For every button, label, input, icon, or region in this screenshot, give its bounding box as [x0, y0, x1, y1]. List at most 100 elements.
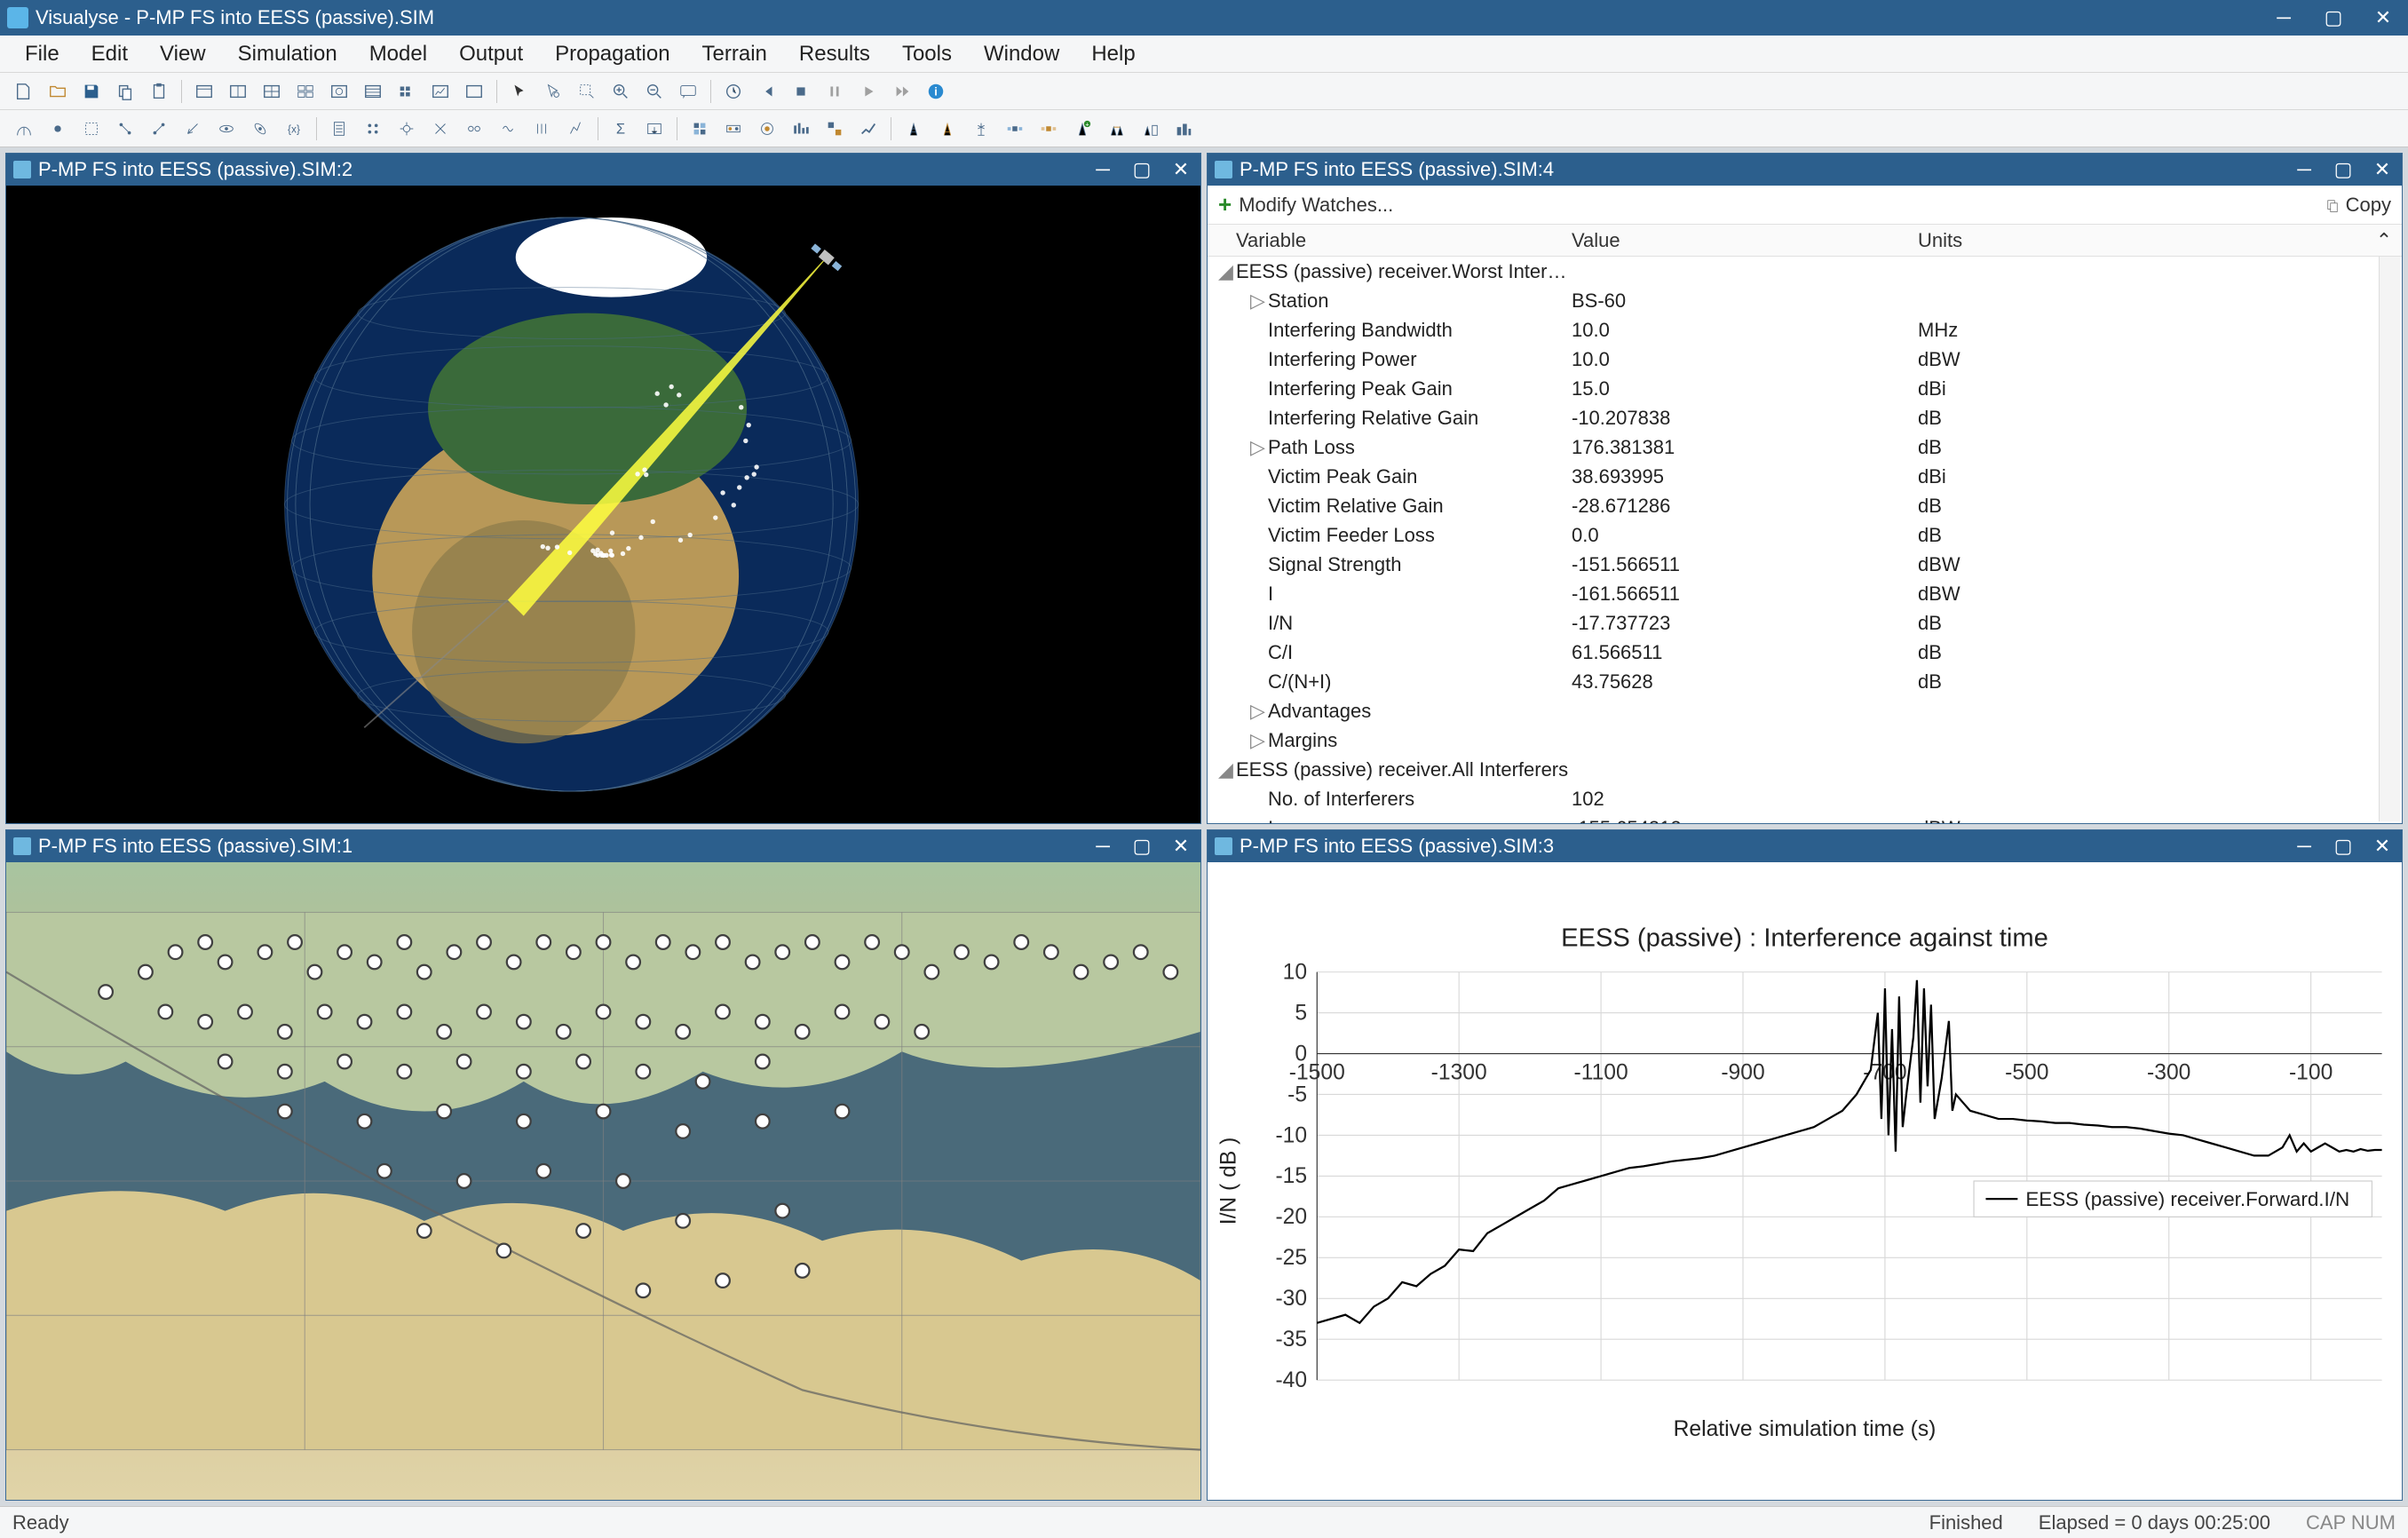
station-link2-button[interactable]: [1135, 114, 1165, 144]
orbit1-button[interactable]: [211, 114, 242, 144]
save-button[interactable]: [76, 76, 107, 107]
menu-simulation[interactable]: Simulation: [224, 38, 352, 70]
copy-button[interactable]: [110, 76, 140, 107]
close-button[interactable]: ✕: [2358, 0, 2408, 36]
skip-back-button[interactable]: [752, 76, 782, 107]
watch-data-row[interactable]: C/(N+I)43.75628dB: [1208, 667, 2402, 696]
clock-button[interactable]: [718, 76, 749, 107]
watch-data-row[interactable]: Victim Relative Gain-28.671286dB: [1208, 491, 2402, 520]
play-button[interactable]: [853, 76, 883, 107]
watch-data-row[interactable]: I-155.654312dBW: [1208, 813, 2402, 823]
watch-minimize-button[interactable]: ─: [2285, 154, 2324, 186]
minimize-button[interactable]: ─: [2259, 0, 2309, 36]
col-value-header[interactable]: Value: [1572, 229, 1918, 252]
grp-c-button[interactable]: [752, 114, 782, 144]
collapse-all-button[interactable]: ⌃: [2366, 229, 2402, 252]
tower3-button[interactable]: [966, 114, 996, 144]
copy-watches-button[interactable]: Copy: [2325, 194, 2391, 217]
menu-results[interactable]: Results: [785, 38, 884, 70]
map-maximize-button[interactable]: ▢: [1122, 830, 1161, 862]
map-view[interactable]: [6, 862, 1200, 1500]
beam-button[interactable]: [178, 114, 208, 144]
watch-data-row[interactable]: Interfering Power10.0dBW: [1208, 345, 2402, 374]
bullet-button[interactable]: [43, 114, 73, 144]
globe-minimize-button[interactable]: ─: [1083, 154, 1122, 186]
antenna-button[interactable]: [9, 114, 39, 144]
watch-data-row[interactable]: ▷Advantages: [1208, 696, 2402, 725]
menu-model[interactable]: Model: [355, 38, 441, 70]
view9-button[interactable]: [459, 76, 489, 107]
export-button[interactable]: [639, 114, 669, 144]
new-file-button[interactable]: [9, 76, 39, 107]
menu-window[interactable]: Window: [970, 38, 1073, 70]
watch-maximize-button[interactable]: ▢: [2324, 154, 2363, 186]
process3-button[interactable]: [392, 114, 422, 144]
watch-data-row[interactable]: Victim Feeder Loss0.0dB: [1208, 520, 2402, 550]
tower1-button[interactable]: [899, 114, 929, 144]
paste-button[interactable]: [144, 76, 174, 107]
map-close-button[interactable]: ✕: [1161, 830, 1200, 862]
menu-edit[interactable]: Edit: [77, 38, 142, 70]
chart-maximize-button[interactable]: ▢: [2324, 830, 2363, 862]
box-button[interactable]: [76, 114, 107, 144]
view1-button[interactable]: [189, 76, 219, 107]
variable-button[interactable]: {x}: [279, 114, 309, 144]
link1-button[interactable]: [110, 114, 140, 144]
view2-button[interactable]: [223, 76, 253, 107]
modify-watches-button[interactable]: Modify Watches...: [1239, 194, 2324, 217]
globe-close-button[interactable]: ✕: [1161, 154, 1200, 186]
chart-close-button[interactable]: ✕: [2363, 830, 2402, 862]
grp-a-button[interactable]: [685, 114, 715, 144]
menu-terrain[interactable]: Terrain: [688, 38, 781, 70]
view5-button[interactable]: [324, 76, 354, 107]
watch-data-row[interactable]: I/N-17.737723dB: [1208, 608, 2402, 638]
menu-help[interactable]: Help: [1077, 38, 1149, 70]
menu-tools[interactable]: Tools: [888, 38, 966, 70]
globe-maximize-button[interactable]: ▢: [1122, 154, 1161, 186]
process6-button[interactable]: [493, 114, 523, 144]
process8-button[interactable]: [560, 114, 590, 144]
watch-close-button[interactable]: ✕: [2363, 154, 2402, 186]
add-watch-icon[interactable]: +: [1218, 191, 1232, 218]
orbit2-button[interactable]: [245, 114, 275, 144]
grp-d-button[interactable]: [786, 114, 816, 144]
view8-button[interactable]: [425, 76, 455, 107]
watch-data-row[interactable]: C/I61.566511dB: [1208, 638, 2402, 667]
view7-button[interactable]: [392, 76, 422, 107]
watch-data-row[interactable]: Signal Strength-151.566511dBW: [1208, 550, 2402, 579]
col-units-header[interactable]: Units: [1918, 229, 2366, 252]
watch-data-row[interactable]: Victim Peak Gain38.693995dBi: [1208, 462, 2402, 491]
watch-data-row[interactable]: Interfering Peak Gain15.0dBi: [1208, 374, 2402, 403]
globe-view[interactable]: [6, 186, 1200, 823]
view4-button[interactable]: [290, 76, 321, 107]
watch-data-row[interactable]: I-161.566511dBW: [1208, 579, 2402, 608]
pause-button[interactable]: [820, 76, 850, 107]
tower2-button[interactable]: [932, 114, 962, 144]
info-button[interactable]: i: [921, 76, 951, 107]
menu-propagation[interactable]: Propagation: [541, 38, 684, 70]
open-file-button[interactable]: [43, 76, 73, 107]
watch-scrollbar[interactable]: [2379, 257, 2400, 821]
view6-button[interactable]: [358, 76, 388, 107]
link2-button[interactable]: [144, 114, 174, 144]
menu-file[interactable]: File: [11, 38, 74, 70]
process2-button[interactable]: [358, 114, 388, 144]
satellite1-button[interactable]: [1000, 114, 1030, 144]
stop-button[interactable]: [786, 76, 816, 107]
pointer-button[interactable]: [504, 76, 535, 107]
zoom-in-button[interactable]: [606, 76, 636, 107]
view3-button[interactable]: [257, 76, 287, 107]
process1-button[interactable]: [324, 114, 354, 144]
process7-button[interactable]: [527, 114, 557, 144]
chat-button[interactable]: [673, 76, 703, 107]
watch-group-row[interactable]: ◢EESS (passive) receiver.All Interferers: [1208, 755, 2402, 784]
zoom-box-button[interactable]: [572, 76, 602, 107]
watch-group-row[interactable]: ◢EESS (passive) receiver.Worst Interfe..…: [1208, 257, 2402, 286]
sigma-button[interactable]: Σ: [606, 114, 636, 144]
watch-data-row[interactable]: No. of Interferers102: [1208, 784, 2402, 813]
zoom-out-button[interactable]: [639, 76, 669, 107]
process4-button[interactable]: [425, 114, 455, 144]
process5-button[interactable]: [459, 114, 489, 144]
satellite2-button[interactable]: [1034, 114, 1064, 144]
col-variable-header[interactable]: Variable: [1208, 229, 1572, 252]
